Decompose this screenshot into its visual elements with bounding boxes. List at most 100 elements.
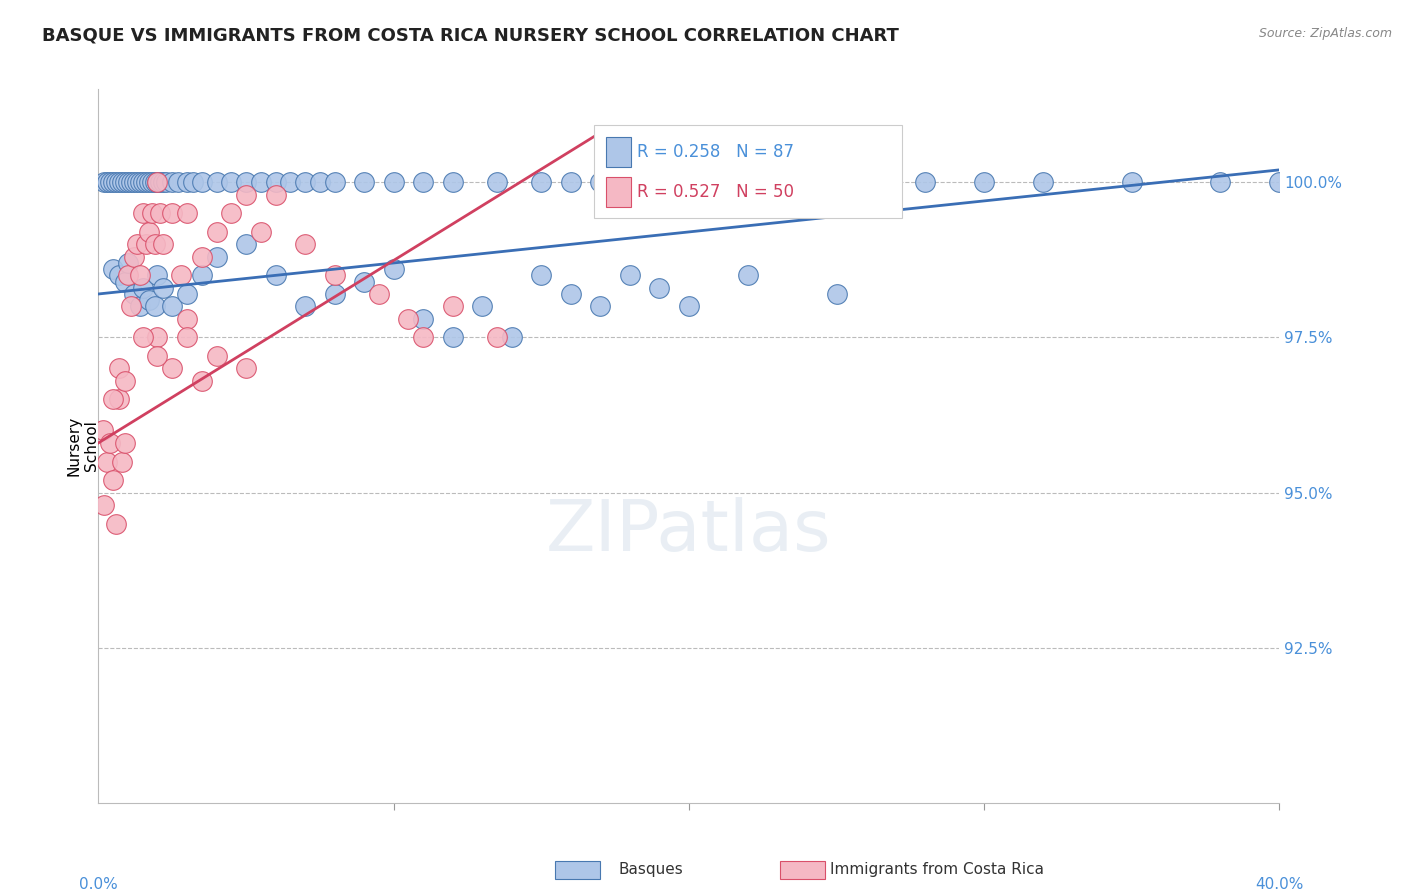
Point <box>530 175 553 189</box>
Point <box>678 175 700 189</box>
Point <box>162 299 183 313</box>
Y-axis label: Nursery
School: Nursery School <box>66 416 98 476</box>
Point <box>108 268 131 283</box>
Point <box>117 256 139 270</box>
Point <box>132 175 155 189</box>
Point <box>486 330 509 344</box>
Point <box>114 175 136 189</box>
Point <box>146 175 169 189</box>
Point <box>152 175 174 189</box>
Point <box>91 424 114 438</box>
Text: Source: ZipAtlas.com: Source: ZipAtlas.com <box>1258 27 1392 40</box>
Point <box>132 281 155 295</box>
Point <box>114 275 136 289</box>
Point <box>396 311 419 326</box>
Point <box>98 436 121 450</box>
Text: BASQUE VS IMMIGRANTS FROM COSTA RICA NURSERY SCHOOL CORRELATION CHART: BASQUE VS IMMIGRANTS FROM COSTA RICA NUR… <box>42 27 898 45</box>
Point <box>648 281 671 295</box>
Point <box>117 268 139 283</box>
Point <box>235 361 257 376</box>
Point <box>135 237 157 252</box>
Point <box>560 175 582 189</box>
Point <box>162 206 183 220</box>
Point <box>114 374 136 388</box>
Point <box>138 293 160 308</box>
Point <box>93 498 115 512</box>
Point <box>441 299 464 313</box>
Point <box>138 225 160 239</box>
Point <box>108 392 131 407</box>
Point <box>221 175 243 189</box>
Point <box>162 361 183 376</box>
Point <box>678 299 700 313</box>
Point <box>149 206 172 220</box>
Point <box>471 299 494 313</box>
Point <box>146 268 169 283</box>
Point <box>278 175 302 189</box>
Point <box>294 237 316 252</box>
Point <box>143 175 166 189</box>
Point <box>205 349 228 363</box>
Point <box>128 175 150 189</box>
Point <box>973 175 995 189</box>
Point <box>530 268 553 283</box>
Point <box>176 330 198 344</box>
Point <box>250 175 273 189</box>
Point <box>486 175 509 189</box>
Point <box>191 250 214 264</box>
Point <box>382 262 405 277</box>
Point <box>619 175 641 189</box>
Point <box>264 187 287 202</box>
Point <box>103 473 125 487</box>
Point <box>135 175 157 189</box>
Point <box>589 299 612 313</box>
Point <box>323 175 346 189</box>
Point <box>96 454 118 468</box>
Point <box>114 436 136 450</box>
Point <box>264 175 287 189</box>
Point <box>93 175 115 189</box>
Point <box>353 275 375 289</box>
Point <box>122 287 145 301</box>
Point <box>155 175 177 189</box>
Point <box>737 175 759 189</box>
Point <box>235 237 257 252</box>
Point <box>98 175 121 189</box>
Point <box>103 175 125 189</box>
Point <box>235 175 257 189</box>
Point <box>141 175 163 189</box>
Point <box>412 175 434 189</box>
Point <box>152 237 174 252</box>
Point <box>122 250 145 264</box>
Point <box>235 187 257 202</box>
Point <box>117 175 139 189</box>
Point <box>323 287 346 301</box>
Text: R = 0.527   N = 50: R = 0.527 N = 50 <box>637 183 793 201</box>
Point <box>412 311 434 326</box>
Text: Basques: Basques <box>619 863 683 877</box>
Point <box>103 392 125 407</box>
Point <box>205 250 228 264</box>
Point <box>125 237 148 252</box>
Point <box>152 281 174 295</box>
Point <box>141 206 163 220</box>
Point <box>122 175 145 189</box>
Point <box>264 268 287 283</box>
Point <box>181 175 204 189</box>
Point <box>170 268 193 283</box>
Point <box>96 175 118 189</box>
Point <box>176 287 198 301</box>
Point <box>143 237 166 252</box>
Point <box>294 175 316 189</box>
Point <box>132 330 155 344</box>
Point <box>143 299 166 313</box>
Point <box>132 206 155 220</box>
Point <box>128 299 150 313</box>
Text: ZIPatlas: ZIPatlas <box>546 497 832 566</box>
Point <box>914 175 936 189</box>
Point <box>146 175 169 189</box>
Point <box>1121 175 1143 189</box>
Point <box>441 175 464 189</box>
Point <box>205 175 228 189</box>
Point <box>146 330 169 344</box>
